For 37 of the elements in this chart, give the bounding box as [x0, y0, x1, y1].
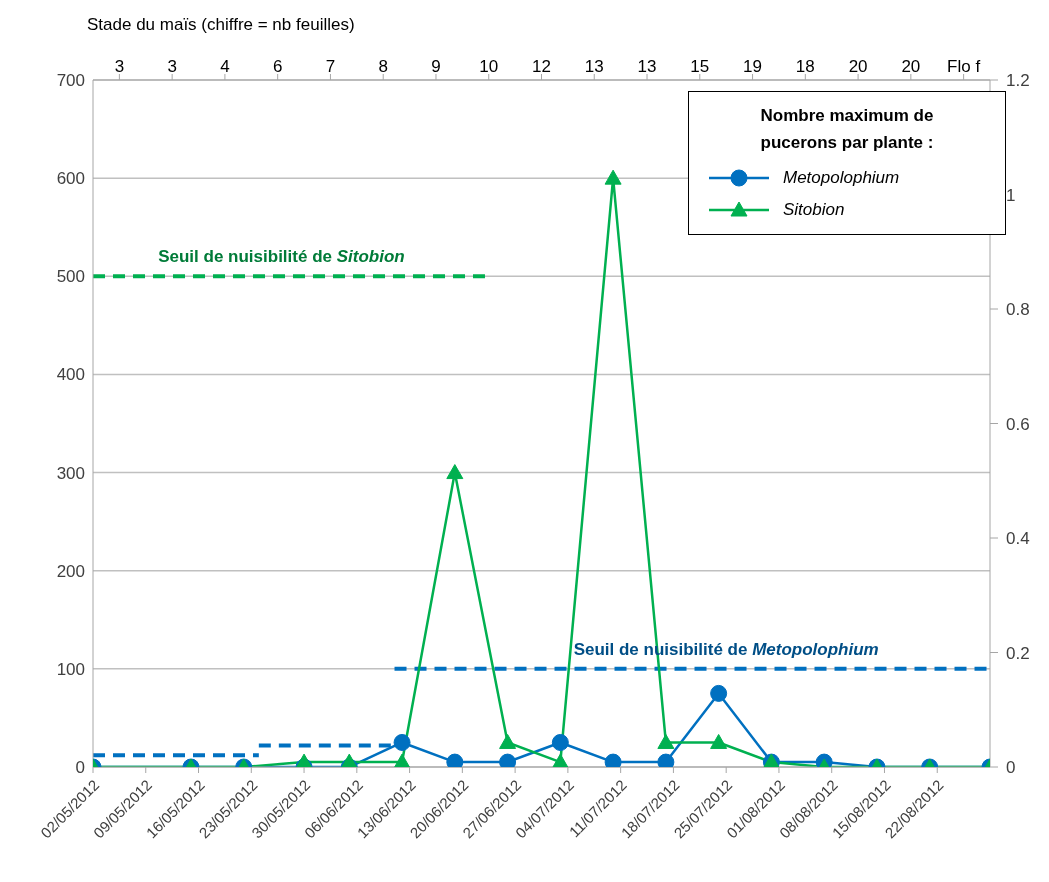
- x2-tick-label: 19: [743, 57, 763, 76]
- x2-tick-label: 13: [637, 57, 657, 76]
- x2-tick-label: 3: [114, 57, 125, 76]
- x2-axis-title: Stade du maïs (chiffre = nb feuilles): [87, 15, 355, 34]
- x2-tick-label: 3: [167, 57, 177, 76]
- y-tick-label: 600: [56, 169, 85, 189]
- x2-tick-label: 9: [431, 57, 441, 76]
- x2-tick-label: 13: [584, 57, 604, 76]
- y-tick-label: 0: [75, 758, 85, 778]
- x2-tick-label: 7: [325, 57, 336, 76]
- legend-label: Sitobion: [783, 200, 845, 220]
- y-tick-label: 400: [56, 365, 85, 385]
- y-tick-label: 200: [56, 561, 85, 581]
- x2-tick-label: 20: [901, 57, 921, 76]
- x2-tick-label: 4: [220, 57, 230, 76]
- x2-tick-label: 20: [848, 57, 868, 76]
- y-tick-label: 100: [56, 659, 85, 679]
- y-tick-label: 500: [56, 267, 85, 287]
- y2-tick-label: 0.4: [1006, 529, 1030, 549]
- y2-tick-label: 0.2: [1006, 643, 1030, 663]
- annotation: Seuil de nuisibilité de Sitobion: [158, 247, 405, 267]
- x2-tick-label: Flo f: [947, 57, 981, 76]
- legend-title: Nombre maximum de pucerons par plante :: [759, 105, 935, 154]
- x2-tick-label: 8: [378, 57, 388, 76]
- x2-tick-label: 18: [795, 57, 815, 76]
- y-tick-label: 700: [56, 71, 85, 91]
- y2-tick-label: 0.6: [1006, 414, 1030, 434]
- y2-tick-label: 0.8: [1006, 300, 1030, 320]
- y2-tick-label: 0: [1006, 758, 1016, 778]
- x2-tick-label: 10: [479, 57, 499, 76]
- legend-label: Metopolophium: [783, 168, 900, 188]
- y2-tick-label: 1: [1006, 185, 1016, 205]
- x2-tick-label: 15: [690, 57, 710, 76]
- x2-tick-label: 6: [272, 57, 283, 76]
- y-tick-label: 300: [56, 463, 85, 483]
- x2-tick-label: 12: [532, 57, 551, 76]
- y2-tick-label: 1.2: [1006, 71, 1030, 91]
